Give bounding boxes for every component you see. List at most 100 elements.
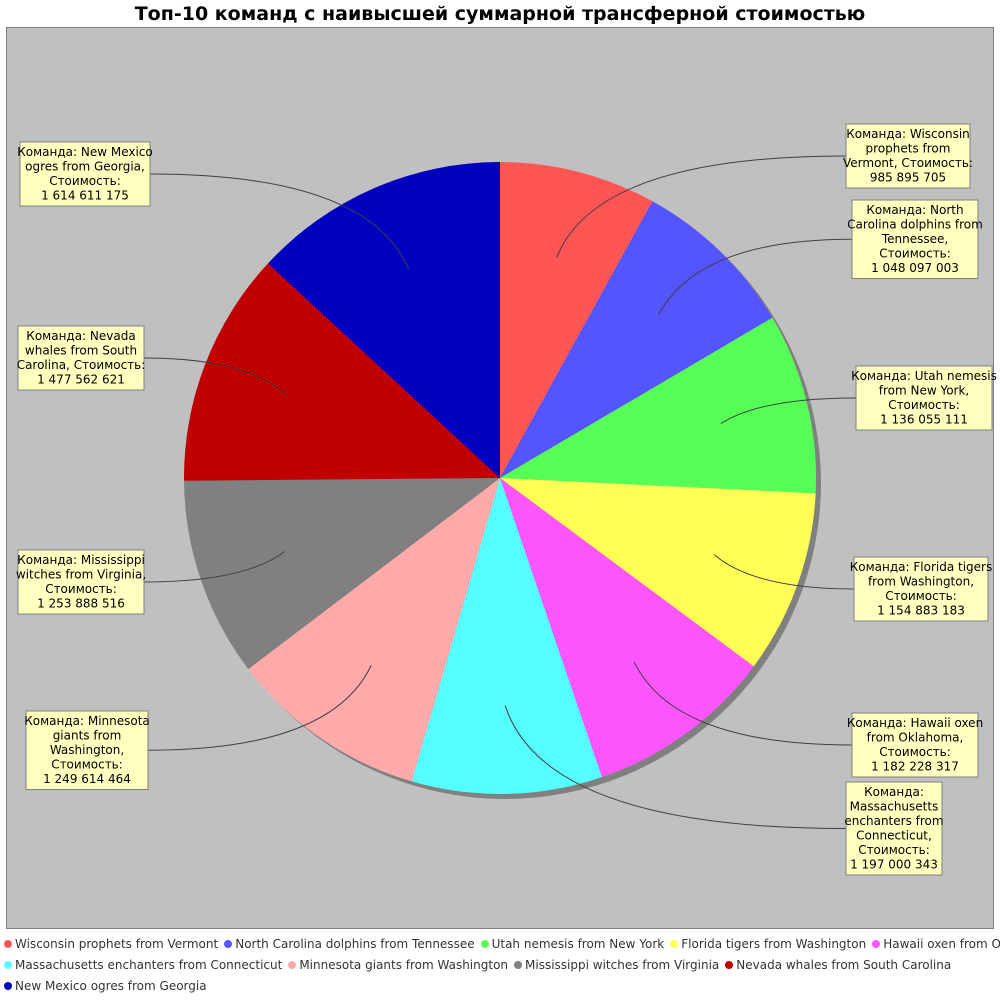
- legend-item-nevada-whales-from-south-carolina[interactable]: Nevada whales from South Carolina: [725, 958, 951, 972]
- legend-item-mississippi-witches-from-virginia[interactable]: Mississippi witches from Virginia: [514, 958, 719, 972]
- leader-line-wisconsin-prophets-from-vermont: [556, 155, 847, 258]
- legend-label: Minnesota giants from Washington: [299, 958, 509, 972]
- legend-item-wisconsin-prophets-from-vermont[interactable]: Wisconsin prophets from Vermont: [4, 937, 218, 951]
- data-label-line: Tennessee,: [881, 232, 948, 246]
- legend-item-minnesota-giants-from-washington[interactable]: Minnesota giants from Washington: [288, 958, 508, 972]
- legend-swatch-icon: [4, 961, 12, 969]
- legend-label: Wisconsin prophets from Vermont: [15, 937, 219, 951]
- legend-label: Utah nemesis from New York: [491, 937, 665, 951]
- data-label-line: 1 249 614 464: [43, 772, 131, 786]
- data-label-line: witches from Virginia,: [16, 568, 146, 582]
- data-label-box: [19, 141, 151, 207]
- leader-line-hawaii-oxen-from-oklahoma: [633, 661, 853, 746]
- legend-label: Massachusetts enchanters from Connecticu…: [15, 958, 283, 972]
- data-label-line: Команда: New Mexico: [17, 145, 153, 159]
- legend-item-utah-nemesis-from-new-york[interactable]: Utah nemesis from New York: [480, 937, 665, 951]
- pie-slice-florida-tigers-from-washington[interactable]: [500, 478, 816, 667]
- legend-label: New Mexico ogres from Georgia: [15, 979, 207, 993]
- data-label-box: [851, 199, 979, 279]
- data-label-line: 1 614 611 175: [41, 189, 129, 203]
- data-label-line: from Washington,: [868, 575, 974, 589]
- data-label-line: Команда: Hawaii oxen: [847, 716, 983, 730]
- data-label-line: ogres from Georgia,: [25, 160, 145, 174]
- data-label-line: Команда: Nevada: [26, 329, 135, 343]
- legend-item-florida-tigers-from-washington[interactable]: Florida tigers from Washington: [670, 937, 866, 951]
- chart-title: Топ-10 команд с наивысшей суммарной тран…: [134, 3, 866, 25]
- data-label-line: enchanters from: [844, 814, 943, 828]
- data-label-line: Команда: Florida tigers: [850, 560, 992, 574]
- legend-item-new-mexico-ogres-from-georgia[interactable]: New Mexico ogres from Georgia: [4, 979, 207, 993]
- legend-swatch-icon: [670, 940, 679, 948]
- legend-label: Mississippi witches from Virginia: [525, 958, 720, 972]
- data-label-box: [853, 556, 989, 622]
- data-label-line: Стоимость:: [888, 398, 960, 412]
- data-label-line: 985 895 705: [870, 171, 946, 185]
- legend-swatch-icon: [514, 961, 523, 969]
- legend-swatch-icon: [4, 940, 12, 948]
- data-label-line: 1 048 097 003: [871, 261, 959, 275]
- data-label-box: [855, 365, 993, 431]
- data-label-line: whales from South: [25, 344, 137, 358]
- data-label-line: Стоимость:: [45, 582, 117, 596]
- data-label-line: Washington,: [50, 743, 124, 757]
- legend-swatch-icon: [288, 961, 297, 969]
- data-label-line: from New York,: [879, 384, 970, 398]
- data-label-line: Стоимость:: [49, 174, 121, 188]
- data-label-line: giants from: [53, 729, 122, 743]
- legend-row: Wisconsin prophets from Vermont North Car…: [4, 937, 1000, 958]
- legend-item-massachusetts-enchanters-from-connecticut[interactable]: Massachusetts enchanters from Connecticu…: [4, 958, 282, 972]
- legend-swatch-icon: [224, 940, 233, 948]
- legend-swatch-icon: [480, 940, 489, 948]
- pie-slice-new-mexico-ogres-from-georgia[interactable]: [267, 162, 500, 478]
- data-label-line: Стоимость:: [879, 247, 951, 261]
- pie-slice-minnesota-giants-from-washington[interactable]: [248, 478, 500, 782]
- leader-line-massachusetts-enchanters-from-connecticut: [504, 705, 847, 829]
- data-label-line: Carolina, Стоимость:: [17, 358, 146, 372]
- data-label-line: 1 136 055 111: [880, 413, 968, 427]
- data-label-line: Команда: Minnesota: [24, 714, 150, 728]
- data-label-line: from Oklahoma,: [867, 731, 964, 745]
- data-label-box: [17, 325, 145, 391]
- pie-slice-north-carolina-dolphins-from-tennessee[interactable]: [500, 201, 773, 478]
- data-label-line: Connecticut,: [856, 829, 932, 843]
- leader-line-florida-tigers-from-washington: [713, 554, 855, 590]
- data-label-line: 1 154 883 183: [877, 604, 965, 618]
- legend-label: Hawaii oxen from Oklahoma: [883, 937, 1000, 951]
- data-label-line: Стоимость:: [858, 843, 930, 857]
- legend-row: Massachusetts enchanters from Connecticu…: [4, 958, 996, 979]
- leader-line-minnesota-giants-from-washington: [147, 665, 372, 751]
- data-label-line: Команда: Utah nemesis: [851, 369, 997, 383]
- data-label-box: [17, 549, 145, 615]
- pie-slice-nevada-whales-from-south-carolina[interactable]: [184, 263, 501, 481]
- data-label-box: [845, 123, 971, 189]
- legend-label: Nevada whales from South Carolina: [736, 958, 952, 972]
- data-label-line: Команда: North: [866, 203, 963, 217]
- legend-item-hawaii-oxen-from-oklahoma[interactable]: Hawaii oxen from Oklahoma: [872, 937, 1000, 951]
- legend-item-north-carolina-dolphins-from-tennessee[interactable]: North Carolina dolphins from Tennessee: [224, 937, 475, 951]
- data-label-line: Команда: Wisconsin: [846, 127, 970, 141]
- legend-label: North Carolina dolphins from Tennessee: [235, 937, 475, 951]
- data-label-box: [25, 710, 149, 790]
- legend-row: New Mexico ogres from Georgia: [4, 979, 996, 1000]
- pie-slice-utah-nemesis-from-new-york[interactable]: [500, 317, 816, 494]
- pie-slice-mississippi-witches-from-virginia[interactable]: [184, 478, 501, 670]
- leader-line-new-mexico-ogres-from-georgia: [149, 173, 410, 270]
- chart-legend: Wisconsin prophets from Vermont North Car…: [4, 937, 1000, 1000]
- data-label-line: 1 182 228 317: [871, 760, 959, 774]
- data-label-line: Стоимость:: [885, 589, 957, 603]
- pie-slice-wisconsin-prophets-from-vermont[interactable]: [500, 162, 653, 478]
- data-label-line: Стоимость:: [51, 758, 123, 772]
- pie-slice-hawaii-oxen-from-oklahoma[interactable]: [500, 478, 754, 778]
- data-label-line: Стоимость:: [879, 745, 951, 759]
- pie-slice-massachusetts-enchanters-from-connecticut[interactable]: [411, 478, 602, 795]
- data-label-line: prophets from: [866, 142, 951, 156]
- data-label-line: 1 253 888 516: [37, 597, 125, 611]
